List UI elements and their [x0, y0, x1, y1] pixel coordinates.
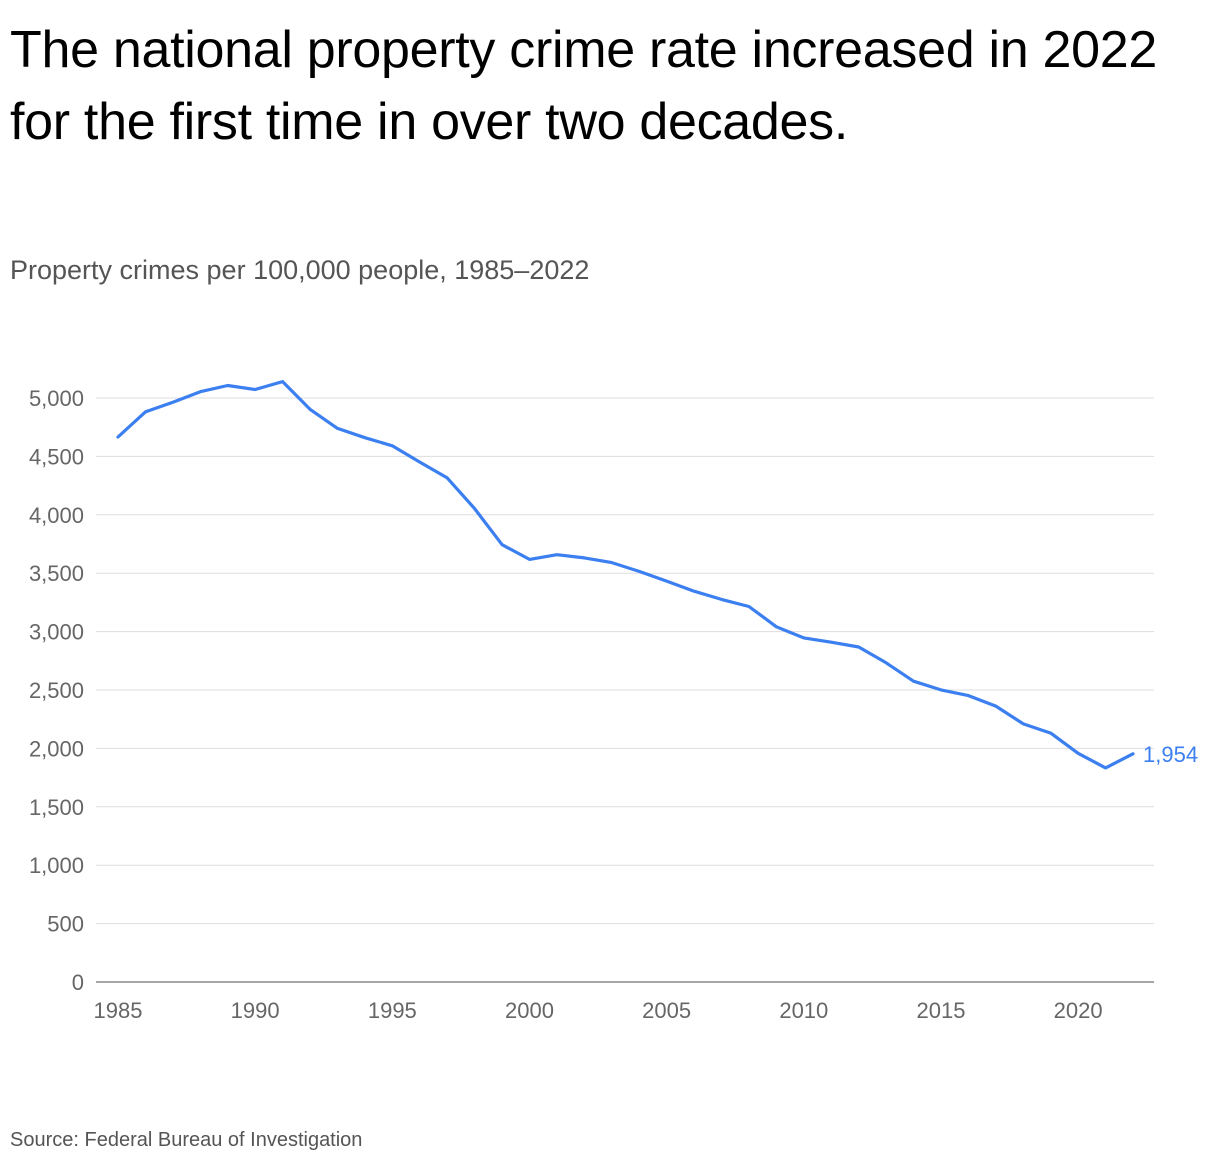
y-tick-label: 1,500	[29, 795, 84, 820]
y-axis-tick-labels: 0 500 1,000 1,500 2,000 2,500 3,000 3,500 4,000 4…	[29, 386, 84, 995]
y-tick-label: 3,500	[29, 561, 84, 586]
x-tick-label: 2005	[642, 998, 691, 1023]
x-tick-label: 2015	[916, 998, 965, 1023]
series-layer	[116, 380, 1135, 770]
line-chart: 0 500 1,000 1,500 2,000 2,500 3,000 3,500 4,000 4…	[29, 380, 1198, 1023]
y-tick-label: 5,000	[29, 386, 84, 411]
x-tick-label: 1995	[368, 998, 417, 1023]
y-tick-label: 4,500	[29, 444, 84, 469]
x-tick-label: 2020	[1054, 998, 1103, 1023]
y-tick-label: 0	[72, 970, 84, 995]
x-axis-tick-labels: 1985 1990 1995 2000 2005 2010 2015 2020	[94, 998, 1103, 1023]
x-tick-label: 2000	[505, 998, 554, 1023]
y-tick-label: 4,000	[29, 503, 84, 528]
x-tick-label: 2010	[779, 998, 828, 1023]
series-line	[116, 380, 1135, 770]
x-tick-label: 1985	[94, 998, 143, 1023]
data-labels: 1,954	[1143, 742, 1198, 767]
chart-title: The national property crime rate increas…	[10, 21, 1157, 151]
y-tick-label: 2,500	[29, 678, 84, 703]
y-tick-label: 2,000	[29, 736, 84, 761]
chart-subtitle: Property crimes per 100,000 people, 1985…	[10, 255, 590, 285]
x-tick-label: 1990	[231, 998, 280, 1023]
y-tick-label: 500	[47, 912, 84, 937]
end-value-label: 1,954	[1143, 742, 1198, 767]
y-tick-label: 3,000	[29, 620, 84, 645]
y-tick-label: 1,000	[29, 853, 84, 878]
gridlines	[96, 397, 1154, 925]
source-note: Source: Federal Bureau of Investigation	[10, 1129, 363, 1151]
